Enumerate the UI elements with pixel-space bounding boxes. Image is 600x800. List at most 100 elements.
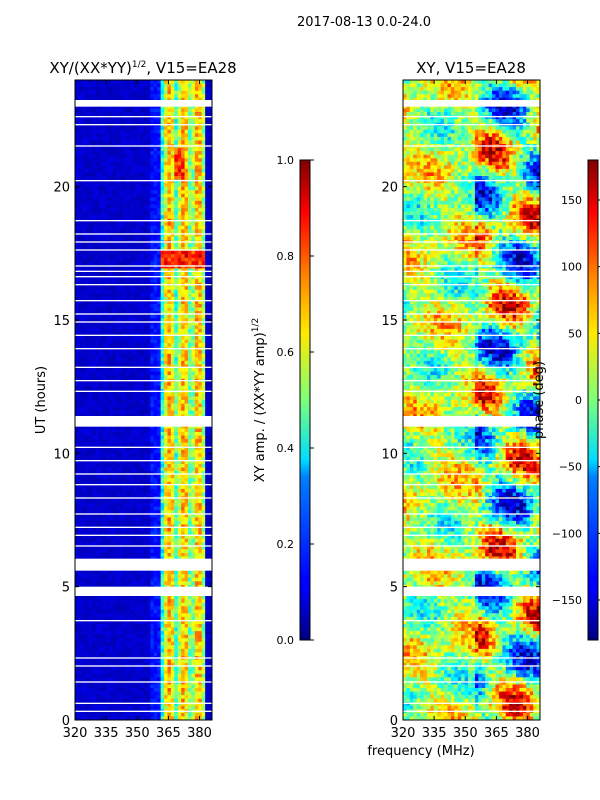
heatmap-cell xyxy=(167,232,172,237)
heatmap-cell xyxy=(102,183,107,188)
heatmap-cell xyxy=(174,204,179,209)
heatmap-cell xyxy=(119,232,124,237)
heatmap-cell xyxy=(116,264,120,269)
heatmap-cell xyxy=(136,371,141,376)
heatmap-cell xyxy=(105,293,110,298)
heatmap-cell xyxy=(150,279,155,284)
heatmap-cell xyxy=(78,481,83,486)
heatmap-cell xyxy=(129,296,134,301)
heatmap-cell xyxy=(194,407,199,412)
heatmap-cell xyxy=(140,133,144,138)
heatmap-cell xyxy=(133,368,138,372)
heatmap-cell xyxy=(129,460,134,465)
heatmap-cell xyxy=(122,186,127,191)
heatmap-cell xyxy=(167,257,172,262)
heatmap-cell xyxy=(119,332,124,337)
heatmap-cell xyxy=(205,403,209,408)
heatmap-cell xyxy=(160,328,165,333)
heatmap-cell xyxy=(85,360,90,365)
heatmap-cell xyxy=(88,382,93,387)
heatmap-cell xyxy=(140,392,144,397)
heatmap-cell xyxy=(174,328,179,333)
heatmap-cell xyxy=(160,151,165,156)
heatmap-cell xyxy=(205,193,209,198)
heatmap-cell xyxy=(98,225,103,230)
heatmap-cell xyxy=(88,158,93,163)
heatmap-cell xyxy=(109,257,114,262)
heatmap-cell xyxy=(205,250,209,255)
heatmap-cell xyxy=(133,257,138,262)
heatmap-cell xyxy=(164,311,168,316)
heatmap-cell xyxy=(122,126,127,131)
heatmap-cell xyxy=(126,385,131,390)
heatmap-cell xyxy=(98,200,103,205)
heatmap-cell xyxy=(102,325,107,330)
heatmap-cell xyxy=(88,403,93,408)
heatmap-cell xyxy=(177,261,182,266)
heatmap-cell xyxy=(112,254,117,259)
heatmap-cell xyxy=(102,151,107,156)
heatmap-cell xyxy=(119,392,124,397)
heatmap-cell xyxy=(81,176,86,180)
heatmap-cell xyxy=(170,133,175,138)
heatmap-cell xyxy=(164,261,168,266)
heatmap-cell xyxy=(136,325,141,330)
heatmap-cell xyxy=(136,158,141,163)
heatmap-cell xyxy=(174,115,179,120)
heatmap-cell xyxy=(157,517,162,522)
heatmap-cell xyxy=(167,321,172,326)
heatmap-cell xyxy=(133,449,138,454)
heatmap-cell xyxy=(122,385,127,390)
heatmap-cell xyxy=(153,272,158,276)
heatmap-cell xyxy=(143,304,148,308)
heatmap-cell xyxy=(143,225,148,230)
heatmap-cell xyxy=(167,304,172,308)
heatmap-cell xyxy=(122,446,127,451)
heatmap-cell xyxy=(188,193,192,198)
heatmap-cell xyxy=(194,247,199,252)
heatmap-cell xyxy=(136,229,141,234)
heatmap-cell xyxy=(112,311,117,316)
heatmap-cell xyxy=(136,119,141,124)
heatmap-cell xyxy=(92,293,96,298)
heatmap-cell xyxy=(188,396,192,401)
heatmap-cell xyxy=(133,250,138,255)
heatmap-cell xyxy=(116,119,120,124)
heatmap-cell xyxy=(109,403,114,408)
heatmap-cell xyxy=(88,200,93,205)
heatmap-cell xyxy=(78,517,83,522)
heatmap-cell xyxy=(205,190,209,195)
heatmap-cell xyxy=(109,396,114,401)
heatmap-cell xyxy=(119,154,124,159)
heatmap-cell xyxy=(109,126,114,131)
heatmap-cell xyxy=(143,481,148,486)
heatmap-cell xyxy=(191,183,196,188)
heatmap-cell xyxy=(78,172,83,177)
heatmap-cell xyxy=(78,176,83,180)
heatmap-cell xyxy=(129,119,134,124)
heatmap-cell xyxy=(146,503,151,508)
heatmap-cell xyxy=(146,261,151,266)
heatmap-cell xyxy=(102,400,107,404)
heatmap-cell xyxy=(119,471,124,476)
heatmap-cell xyxy=(188,236,192,241)
heatmap-cell xyxy=(126,183,131,188)
heatmap-cell xyxy=(78,368,83,372)
heatmap-cell xyxy=(181,520,185,525)
heatmap-cell xyxy=(116,83,120,88)
heatmap-cell xyxy=(181,474,185,479)
heatmap-cell xyxy=(92,151,96,156)
heatmap-cell xyxy=(160,325,165,330)
heatmap-cell xyxy=(105,328,110,333)
heatmap-cell xyxy=(191,204,196,209)
heatmap-cell xyxy=(109,488,114,493)
heatmap-cell xyxy=(133,510,138,515)
heatmap-cell xyxy=(167,474,172,479)
heatmap-cell xyxy=(75,464,79,468)
heatmap-cell xyxy=(122,428,127,433)
heatmap-cell xyxy=(177,332,182,337)
heatmap-cell xyxy=(167,339,172,344)
heatmap-cell xyxy=(129,481,134,486)
heatmap-cell xyxy=(122,435,127,440)
heatmap-cell xyxy=(164,368,168,372)
